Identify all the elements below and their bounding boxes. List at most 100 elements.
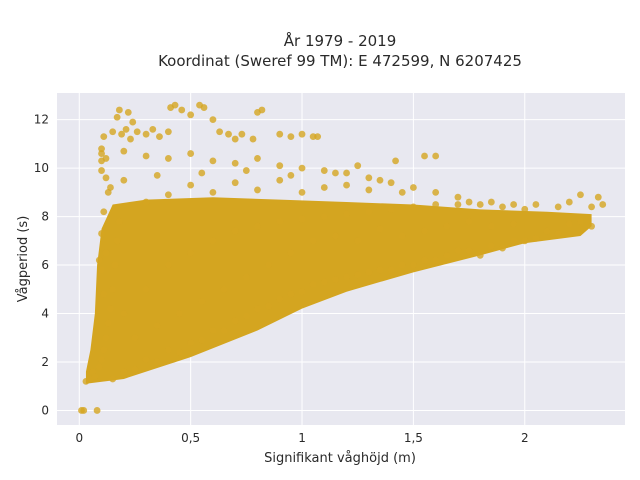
axis-ticks: 0 0,5 1 1,5 2 0 2 4 6 8 10 12: [34, 113, 529, 445]
scatter-point: [398, 232, 406, 240]
scatter-point: [298, 130, 306, 138]
scatter-point: [376, 266, 384, 274]
scatter-point: [100, 346, 108, 354]
scatter-point: [265, 302, 273, 310]
scatter-point: [298, 188, 306, 196]
scatter-point: [220, 285, 228, 293]
scatter-point: [298, 164, 306, 172]
scatter-point: [521, 237, 529, 245]
scatter-point: [565, 198, 573, 206]
y-tick-label: 4: [41, 307, 49, 321]
scatter-point: [153, 358, 161, 366]
scatter-point: [332, 232, 339, 240]
scatter-point: [231, 179, 239, 187]
scatter-point: [376, 225, 384, 233]
scatter-point: [365, 268, 373, 276]
scatter-point: [443, 222, 451, 230]
scatter-point: [532, 201, 540, 208]
scatter-point: [176, 348, 183, 356]
scatter-point: [398, 261, 406, 269]
scatter-point: [577, 191, 584, 199]
scatter-point: [320, 184, 328, 191]
scatter-point: [365, 186, 373, 194]
scatter-point: [164, 191, 172, 199]
scatter-point: [343, 273, 350, 281]
scatter-point: [131, 365, 139, 373]
scatter-point: [142, 198, 150, 206]
scatter-point: [109, 285, 117, 293]
scatter-point: [249, 135, 257, 143]
scatter-point: [142, 356, 150, 363]
scatter-point: [499, 244, 506, 252]
scatter-point: [276, 176, 284, 184]
scatter-point: [298, 215, 306, 223]
scatter-point: [120, 176, 128, 184]
scatter-point: [209, 157, 217, 165]
scatter-point: [176, 310, 183, 317]
scatter-point: [588, 222, 595, 230]
scatter-point: [220, 327, 228, 334]
scatter-point: [231, 135, 239, 143]
scatter-point: [238, 130, 246, 138]
scatter-point: [209, 116, 217, 124]
scatter-point: [133, 128, 141, 136]
scatter-point: [392, 157, 399, 165]
scatter-point: [554, 230, 562, 237]
scatter-point: [113, 237, 121, 245]
scatter-point: [216, 128, 224, 136]
y-tick-label: 2: [41, 355, 49, 369]
y-axis-label: Vågperiod (s): [16, 216, 31, 303]
scatter-point: [343, 181, 350, 189]
scatter-point: [487, 198, 495, 206]
scatter-point: [476, 251, 484, 259]
scatter-point: [510, 201, 518, 208]
scatter-point: [465, 218, 473, 225]
scatter-point: [320, 278, 328, 286]
scatter-point: [164, 261, 172, 269]
scatter-point: [309, 237, 317, 245]
scatter-point: [129, 118, 137, 126]
scatter-point: [465, 247, 473, 254]
scatter-point: [254, 305, 261, 313]
scatter-point: [554, 203, 562, 211]
scatter-point: [209, 327, 217, 334]
scatter-point: [287, 290, 295, 298]
scatter-point: [122, 125, 130, 133]
scatter-point: [376, 176, 384, 184]
scatter-point: [115, 106, 123, 114]
scatter-point: [499, 203, 506, 211]
scatter-point: [107, 184, 114, 191]
scatter-point: [320, 167, 328, 174]
scatter-point: [398, 188, 406, 196]
scatter-point: [387, 205, 395, 213]
y-tick-label: 10: [34, 161, 49, 175]
scatter-point: [156, 133, 163, 141]
scatter-point: [127, 135, 134, 143]
scatter-point: [421, 227, 428, 235]
x-tick-label: 1: [298, 431, 306, 445]
scatter-point: [149, 125, 157, 133]
scatter-point: [153, 171, 161, 179]
y-tick-label: 0: [41, 403, 49, 417]
scatter-point: [276, 130, 284, 138]
scatter-point: [588, 203, 595, 211]
scatter-point: [387, 266, 395, 274]
scatter-point: [454, 193, 462, 201]
scatter-point: [131, 334, 139, 342]
scatter-point: [120, 368, 128, 376]
scatter-point: [443, 251, 451, 259]
scatter-point: [187, 339, 195, 347]
scatter-point: [343, 210, 350, 218]
scatter-point: [109, 128, 117, 136]
scatter-point: [102, 174, 110, 182]
scatter-point: [80, 407, 88, 414]
scatter-point: [354, 237, 362, 245]
scatter-point: [254, 186, 261, 194]
scatter-point: [510, 220, 518, 228]
scatter-point: [109, 375, 117, 383]
scatter-point: [565, 220, 573, 228]
scatter-point: [231, 227, 239, 235]
scatter-point: [153, 322, 161, 330]
scatter-point: [95, 256, 103, 264]
